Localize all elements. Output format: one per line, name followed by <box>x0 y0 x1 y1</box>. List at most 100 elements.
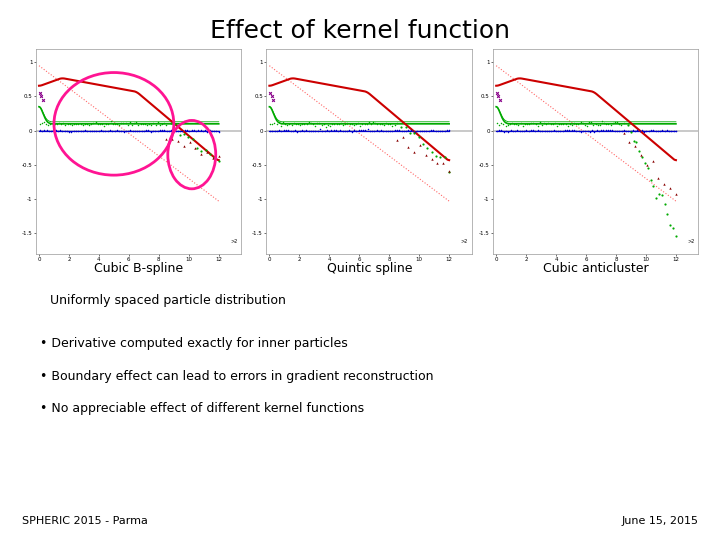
Text: Quintic spline: Quintic spline <box>327 262 412 275</box>
Point <box>73 126 84 135</box>
Point <box>400 123 411 131</box>
Point <box>653 190 665 198</box>
Point <box>491 89 503 97</box>
Point <box>323 121 334 130</box>
Point <box>135 120 146 129</box>
Point <box>290 120 302 129</box>
Point <box>492 92 504 101</box>
Point <box>339 119 351 128</box>
Point <box>568 119 580 127</box>
Point <box>163 126 175 135</box>
Point <box>444 167 455 176</box>
Point <box>668 127 680 136</box>
Point <box>343 125 355 134</box>
Point <box>405 126 416 135</box>
Point <box>410 127 421 136</box>
Point <box>389 120 400 129</box>
Point <box>521 119 533 128</box>
Point <box>439 126 451 135</box>
Point <box>554 120 565 129</box>
Point <box>143 126 154 135</box>
Point <box>307 119 319 128</box>
Point <box>414 126 426 135</box>
Point <box>86 120 97 129</box>
Point <box>103 119 114 128</box>
Point <box>605 126 616 134</box>
Point <box>174 131 185 139</box>
Point <box>572 127 584 136</box>
Point <box>264 126 276 135</box>
Point <box>598 126 609 134</box>
Point <box>645 126 657 134</box>
Point <box>514 127 526 136</box>
Point <box>670 231 682 240</box>
Point <box>444 167 455 176</box>
Point <box>373 127 384 136</box>
Point <box>154 120 166 129</box>
Point <box>642 164 654 173</box>
Point <box>654 127 666 136</box>
Point <box>582 127 593 136</box>
Point <box>42 120 54 129</box>
Point <box>132 126 143 135</box>
Point <box>369 127 380 136</box>
Point <box>303 118 315 126</box>
Point <box>111 119 122 128</box>
Point <box>273 118 284 126</box>
Point <box>156 120 168 129</box>
Point <box>55 126 66 134</box>
Point <box>366 127 378 136</box>
Point <box>355 126 366 134</box>
Point <box>328 126 339 135</box>
Point <box>150 120 161 129</box>
Point <box>166 126 177 135</box>
Point <box>431 152 442 160</box>
Point <box>294 120 306 129</box>
Point <box>213 127 225 136</box>
Point <box>77 127 89 136</box>
Point <box>120 127 132 136</box>
Point <box>525 126 536 135</box>
Point <box>603 119 614 128</box>
Point <box>34 120 45 129</box>
Point <box>277 118 289 126</box>
Point <box>498 119 509 128</box>
Point <box>616 120 627 129</box>
Point <box>554 126 566 135</box>
Point <box>629 141 641 150</box>
Point <box>523 119 535 128</box>
Point <box>107 120 119 129</box>
Point <box>115 126 127 135</box>
Point <box>188 126 199 135</box>
Point <box>109 119 120 128</box>
Point <box>192 126 204 135</box>
Point <box>432 159 444 167</box>
Point <box>649 126 661 135</box>
Point <box>286 121 297 130</box>
Point <box>122 126 134 135</box>
Point <box>575 118 586 127</box>
Point <box>581 122 593 130</box>
Point <box>124 118 135 127</box>
Point <box>312 126 323 135</box>
Point <box>636 126 648 135</box>
Point <box>170 126 181 135</box>
Point <box>79 120 91 129</box>
Point <box>92 119 104 128</box>
Point <box>507 126 518 135</box>
Point <box>384 119 396 128</box>
Point <box>136 127 148 136</box>
Point <box>122 120 133 129</box>
Point <box>592 120 603 129</box>
Point <box>375 126 387 134</box>
Point <box>666 127 678 136</box>
Point <box>629 126 641 135</box>
Point <box>439 153 451 161</box>
Point <box>321 126 333 134</box>
Point <box>301 120 312 129</box>
Point <box>351 127 362 136</box>
Point <box>154 126 166 134</box>
Point <box>363 118 374 126</box>
Point <box>139 120 150 129</box>
Point <box>84 120 95 129</box>
